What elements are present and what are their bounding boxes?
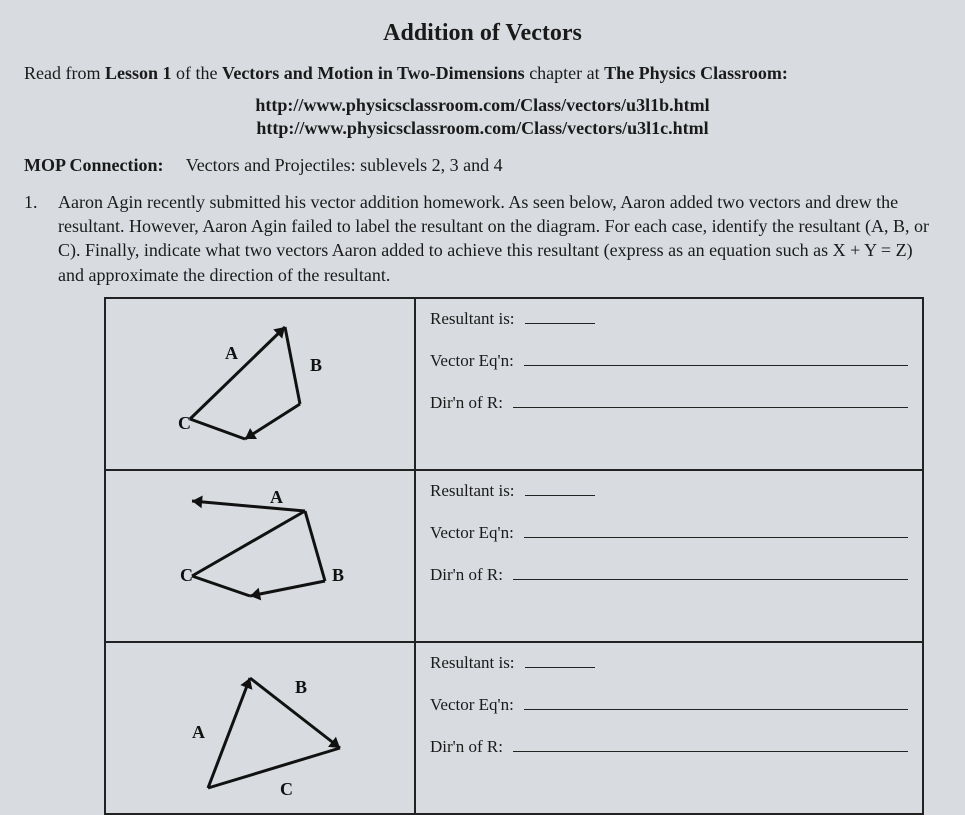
svg-text:A: A [225,343,238,363]
dir-label: Dir'n of R: [430,393,503,413]
mop-connection: MOP Connection: Vectors and Projectiles:… [24,155,941,176]
diagram-cell: A C B [105,470,415,642]
svg-text:A: A [270,487,283,507]
svg-text:A: A [192,722,205,742]
eqn-blank[interactable] [524,537,908,538]
resultant-label: Resultant is: [430,653,515,673]
question-body: Aaron Agin recently submitted his vector… [58,190,941,287]
svg-text:B: B [295,677,307,697]
question-1: 1. Aaron Agin recently submitted his vec… [24,190,941,287]
eqn-label: Vector Eq'n: [430,523,514,543]
mop-label: MOP Connection: [24,155,164,175]
eqn-blank[interactable] [524,365,908,366]
dir-row: Dir'n of R: [430,393,908,413]
eqn-row: Vector Eq'n: [430,351,908,371]
diagram-cell: A B C [105,298,415,470]
question-number: 1. [24,190,58,287]
answer-table: A B C Resultant is: Vector Eq'n: Dir'n of … [104,297,924,815]
page-title: Addition of Vectors [24,20,941,47]
intro-source: The Physics Classroom: [604,63,788,83]
svg-text:C: C [178,413,191,433]
dir-row: Dir'n of R: [430,737,908,757]
dir-label: Dir'n of R: [430,737,503,757]
intro-lesson: Lesson 1 [105,63,172,83]
intro-prefix: Read from [24,63,105,83]
url-block: http://www.physicsclassroom.com/Class/ve… [24,94,941,141]
eqn-label: Vector Eq'n: [430,695,514,715]
resultant-blank[interactable] [525,667,595,668]
resultant-row: Resultant is: [430,309,908,329]
url-1: http://www.physicsclassroom.com/Class/ve… [24,94,941,117]
resultant-row: Resultant is: [430,481,908,501]
eqn-label: Vector Eq'n: [430,351,514,371]
intro-line: Read from Lesson 1 of the Vectors and Mo… [24,63,941,84]
resultant-label: Resultant is: [430,309,515,329]
resultant-blank[interactable] [525,323,595,324]
svg-text:C: C [180,565,193,585]
intro-chapter: Vectors and Motion in Two-Dimensions [222,63,525,83]
eqn-row: Vector Eq'n: [430,695,908,715]
table-row: A B C Resultant is: Vector Eq'n: Dir'n of … [105,642,923,814]
svg-text:B: B [310,355,322,375]
intro-mid: of the [172,63,222,83]
dir-label: Dir'n of R: [430,565,503,585]
dir-blank[interactable] [513,407,908,408]
resultant-row: Resultant is: [430,653,908,673]
svg-text:B: B [332,565,344,585]
svg-text:C: C [280,779,293,799]
intro-suffix: chapter at [525,63,604,83]
answer-cell: Resultant is: Vector Eq'n: Dir'n of R: [415,642,923,814]
table-row: A C B Resultant is: Vector Eq'n: Dir'n of … [105,470,923,642]
dir-blank[interactable] [513,751,908,752]
answer-cell: Resultant is: Vector Eq'n: Dir'n of R: [415,470,923,642]
dir-blank[interactable] [513,579,908,580]
resultant-blank[interactable] [525,495,595,496]
eqn-blank[interactable] [524,709,908,710]
resultant-label: Resultant is: [430,481,515,501]
mop-text: Vectors and Projectiles: sublevels 2, 3 … [186,155,503,175]
eqn-row: Vector Eq'n: [430,523,908,543]
table-row: A B C Resultant is: Vector Eq'n: Dir'n of … [105,298,923,470]
url-2: http://www.physicsclassroom.com/Class/ve… [24,117,941,140]
dir-row: Dir'n of R: [430,565,908,585]
diagram-cell: A B C [105,642,415,814]
answer-cell: Resultant is: Vector Eq'n: Dir'n of R: [415,298,923,470]
